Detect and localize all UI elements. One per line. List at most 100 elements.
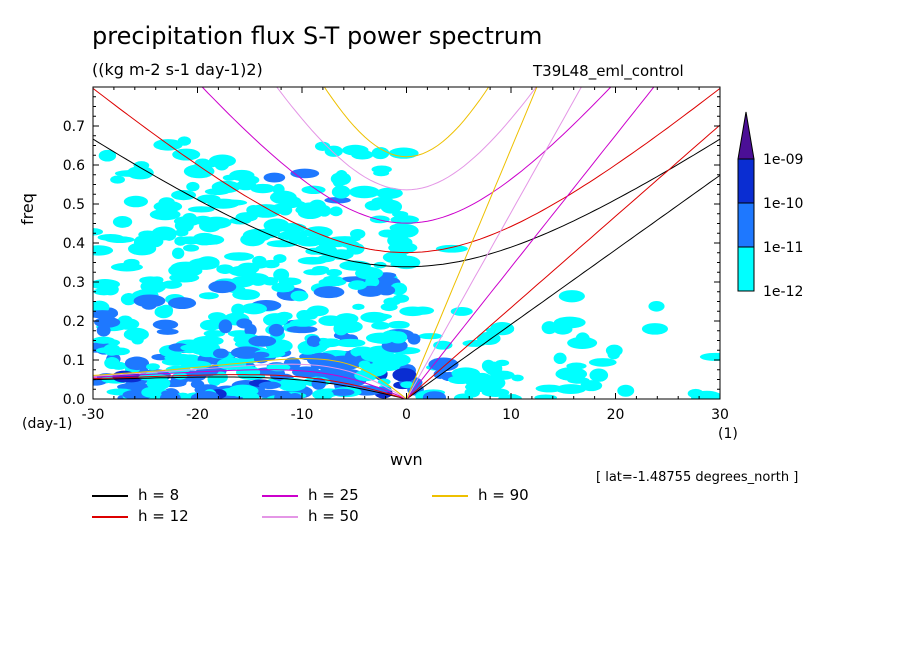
power-cell bbox=[292, 366, 321, 378]
power-cell bbox=[312, 265, 330, 273]
power-cell bbox=[400, 381, 414, 389]
power-cell bbox=[149, 208, 181, 221]
power-cell bbox=[278, 377, 307, 392]
power-cell bbox=[156, 328, 179, 335]
power-cell bbox=[171, 190, 197, 201]
power-cell bbox=[641, 323, 669, 335]
kelvin-curve bbox=[406, 124, 720, 399]
power-cell bbox=[407, 333, 421, 345]
power-cell bbox=[196, 391, 220, 399]
power-cell bbox=[373, 170, 390, 177]
power-cell bbox=[240, 303, 267, 315]
power-cell bbox=[553, 323, 573, 335]
power-cell bbox=[323, 275, 343, 283]
colorbar-segment bbox=[737, 158, 755, 204]
power-cell bbox=[349, 228, 366, 239]
power-cell bbox=[236, 365, 261, 380]
power-cell bbox=[485, 375, 506, 390]
power-cell bbox=[278, 277, 302, 286]
power-cell bbox=[382, 251, 408, 264]
power-cell bbox=[465, 376, 483, 389]
power-cell bbox=[120, 293, 137, 306]
power-cell bbox=[158, 304, 174, 316]
power-cell bbox=[252, 351, 270, 358]
power-cell bbox=[369, 215, 390, 224]
power-cell bbox=[553, 352, 567, 365]
power-cell bbox=[393, 237, 413, 248]
power-cell bbox=[617, 384, 635, 397]
power-cell bbox=[371, 321, 391, 330]
run-label: T39L48_eml_control bbox=[533, 62, 684, 80]
power-cell bbox=[174, 236, 187, 246]
legend-h12: h = 12 bbox=[92, 507, 189, 525]
power-cell bbox=[268, 323, 285, 337]
colorbar-segment bbox=[737, 246, 755, 292]
power-cell bbox=[464, 387, 481, 398]
power-cell bbox=[112, 216, 133, 228]
axes: -30 -20 -10 0 10 20 30 0.0 0.1 0.2 0.3 0.4 0.5 0.6 0.7 bbox=[63, 87, 729, 423]
x-axis-unit: (1) bbox=[718, 426, 738, 442]
power-cell bbox=[329, 206, 343, 217]
power-cell bbox=[171, 247, 185, 260]
colorbar-segment bbox=[737, 202, 755, 248]
power-cell bbox=[150, 276, 164, 284]
power-cell bbox=[481, 359, 496, 372]
power-cell bbox=[286, 325, 318, 334]
power-cell bbox=[201, 216, 232, 229]
power-cell bbox=[352, 303, 365, 310]
colorbar: 1e-12 1e-11 1e-10 1e-09 bbox=[737, 111, 803, 300]
power-cell bbox=[138, 373, 168, 381]
power-cell bbox=[183, 164, 215, 179]
power-cell bbox=[110, 347, 130, 356]
y-tick-label: 0.5 bbox=[63, 197, 85, 213]
power-cell bbox=[123, 258, 140, 268]
power-cell bbox=[361, 313, 393, 320]
x-tick-label: -10 bbox=[291, 407, 314, 423]
power-cell bbox=[511, 374, 524, 382]
y-tick-label: 0.4 bbox=[63, 236, 85, 252]
power-cell bbox=[289, 231, 305, 239]
power-cell bbox=[208, 312, 227, 322]
power-cell bbox=[151, 226, 177, 241]
power-cell bbox=[390, 215, 420, 225]
rossby-curve bbox=[93, 369, 407, 399]
power-cell bbox=[335, 338, 366, 348]
power-cell bbox=[648, 301, 665, 312]
power-cell bbox=[330, 388, 355, 396]
power-cell bbox=[212, 348, 229, 359]
inertia-gravity-curve bbox=[93, 88, 720, 254]
power-cell bbox=[186, 181, 200, 192]
power-cell bbox=[187, 206, 215, 213]
power-cell bbox=[98, 149, 117, 162]
inertia-gravity-curve bbox=[323, 87, 490, 158]
power-cell bbox=[312, 389, 334, 399]
colorbar-label: 1e-10 bbox=[763, 196, 803, 212]
power-cell bbox=[371, 147, 390, 160]
legend-h25: h = 25 bbox=[262, 486, 359, 504]
power-cell bbox=[216, 264, 234, 274]
legend-h50: h = 50 bbox=[262, 507, 359, 525]
power-cell bbox=[392, 211, 409, 218]
power-cell bbox=[392, 368, 417, 382]
legend-h90: h = 90 bbox=[432, 486, 529, 504]
power-cell bbox=[314, 141, 331, 151]
power-cell bbox=[140, 288, 158, 297]
power-cell bbox=[250, 183, 276, 194]
y-tick-label: 0.0 bbox=[63, 392, 85, 408]
power-cell bbox=[298, 345, 318, 355]
power-cell bbox=[218, 319, 233, 334]
power-cell bbox=[391, 225, 411, 236]
power-cell bbox=[372, 336, 394, 344]
x-tick-label: 0 bbox=[402, 407, 411, 423]
power-cell bbox=[318, 338, 342, 348]
power-cell bbox=[311, 377, 326, 390]
power-cell bbox=[104, 236, 135, 243]
power-cell bbox=[274, 390, 293, 399]
power-cell bbox=[93, 288, 115, 296]
kelvin-curve bbox=[406, 87, 582, 399]
y-tick-label: 0.7 bbox=[63, 119, 85, 135]
power-cell bbox=[566, 362, 587, 370]
power-cell bbox=[534, 394, 557, 399]
power-cell bbox=[318, 315, 343, 327]
